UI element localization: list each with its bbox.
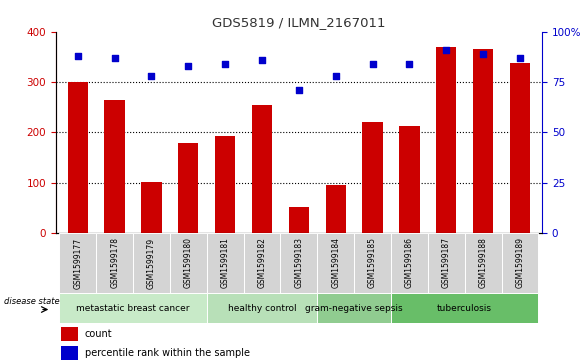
Point [220,61,230,67]
Bar [502,233,539,293]
Point [146,73,156,79]
Text: tuberculosis: tuberculosis [437,303,492,313]
Bar [96,233,133,293]
Text: GSM1599188: GSM1599188 [479,237,488,289]
Bar [60,346,77,360]
Text: GSM1599187: GSM1599187 [442,237,451,289]
Bar [465,233,502,293]
Text: GSM1599182: GSM1599182 [257,237,267,289]
Bar [362,122,383,233]
Bar [391,233,428,293]
Text: GSM1599181: GSM1599181 [221,237,230,289]
Bar [67,82,88,233]
Bar [326,185,346,233]
Point [442,47,451,53]
Bar [215,136,236,233]
Point [110,55,120,61]
Point [73,53,83,59]
Bar [207,293,317,323]
Bar [170,233,207,293]
Text: GSM1599184: GSM1599184 [331,237,340,289]
Point [294,87,304,93]
Bar [354,233,391,293]
Bar [317,293,391,323]
Point [515,55,524,61]
Text: GSM1599186: GSM1599186 [405,237,414,289]
Bar [510,63,530,233]
Bar [428,233,465,293]
Bar [289,207,309,233]
Point [405,61,414,67]
Bar [252,105,272,233]
Text: gram-negative sepsis: gram-negative sepsis [305,303,403,313]
Bar [473,49,493,233]
Bar [133,233,170,293]
Point [368,61,377,67]
Text: disease state: disease state [5,298,60,306]
Text: GSM1599179: GSM1599179 [147,237,156,289]
Title: GDS5819 / ILMN_2167011: GDS5819 / ILMN_2167011 [212,16,386,29]
Text: GSM1599180: GSM1599180 [184,237,193,289]
Bar [60,327,77,341]
Text: percentile rank within the sample: percentile rank within the sample [85,348,250,358]
Point [257,57,267,63]
Bar [207,233,244,293]
Point [331,73,340,79]
Bar [244,233,281,293]
Text: count: count [85,329,113,339]
Bar [141,182,162,233]
Bar [104,99,125,233]
Text: GSM1599183: GSM1599183 [294,237,304,289]
Bar [281,233,317,293]
Bar [391,293,539,323]
Text: GSM1599185: GSM1599185 [368,237,377,289]
Text: GSM1599189: GSM1599189 [516,237,524,289]
Point [183,63,193,69]
Bar [59,293,207,323]
Text: healthy control: healthy control [228,303,297,313]
Text: GSM1599178: GSM1599178 [110,237,119,289]
Text: GSM1599177: GSM1599177 [73,237,82,289]
Bar [59,233,96,293]
Bar [436,47,456,233]
Bar [178,143,199,233]
Point [478,51,488,57]
Bar [317,233,354,293]
Bar [399,126,420,233]
Text: metastatic breast cancer: metastatic breast cancer [76,303,190,313]
